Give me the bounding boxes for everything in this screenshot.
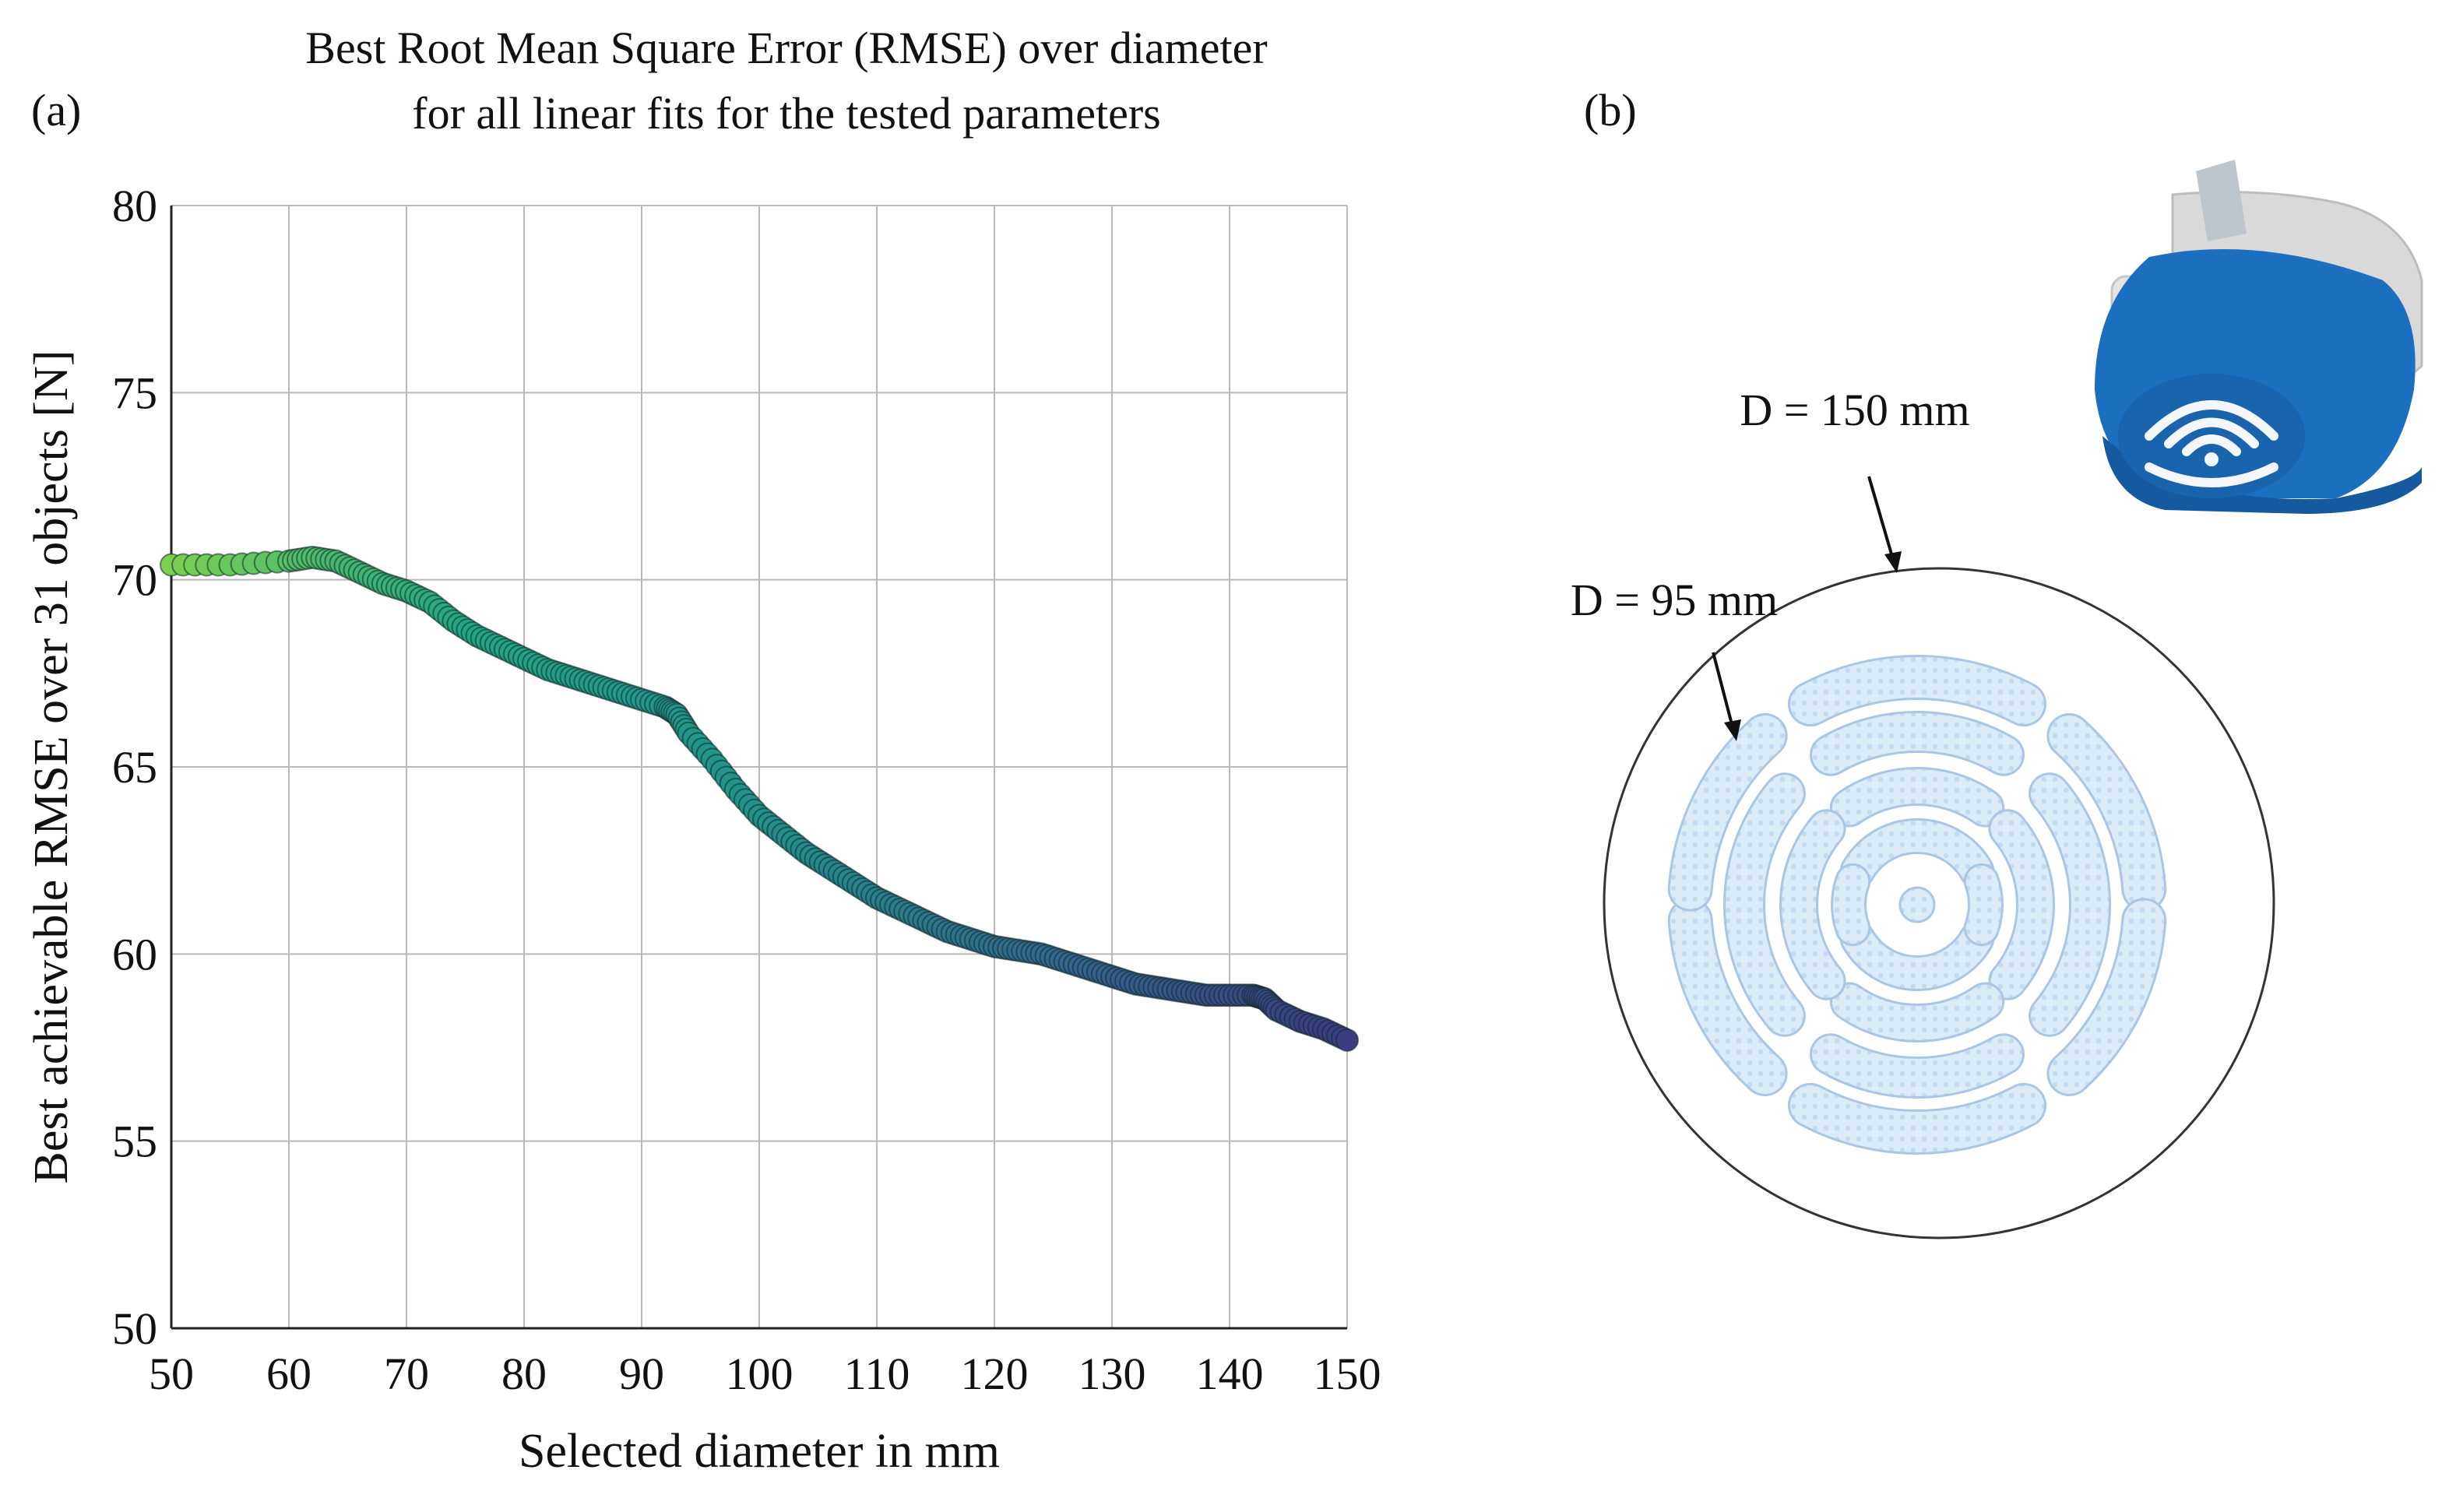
slot — [1832, 769, 2003, 825]
gripper-slot-outer — [2145, 400, 2278, 441]
slot — [2049, 900, 2165, 1094]
slot — [1965, 865, 2001, 944]
slot — [1789, 1085, 2045, 1152]
y-tick-label: 75 — [112, 367, 157, 418]
slot — [1670, 900, 1786, 1094]
slot — [1812, 713, 2022, 774]
x-tick-label: 100 — [726, 1348, 793, 1399]
x-tick-label: 110 — [844, 1348, 910, 1399]
slot — [2049, 716, 2165, 909]
slot — [1726, 775, 1803, 1035]
slot — [2031, 775, 2109, 1035]
slot — [1782, 811, 1844, 998]
x-tick-label: 130 — [1078, 1348, 1146, 1399]
x-tick-label: 80 — [501, 1348, 547, 1399]
y-tick-label: 65 — [112, 742, 157, 793]
rmse-chart: 50 60 70 80 90 100 110 120 130 140 150 50 55 60 65 70 75… — [25, 181, 1381, 1478]
x-tick-label: 120 — [961, 1348, 1029, 1399]
outer-arrow-head — [1884, 551, 1902, 573]
x-tick-label: 140 — [1196, 1348, 1264, 1399]
slot — [1833, 865, 1869, 944]
x-tick-label: 50 — [149, 1348, 194, 1399]
outer-diameter-arrow — [1867, 476, 1895, 563]
chart-title-line-1: Best Root Mean Square Error (RMSE) over … — [305, 23, 1268, 73]
y-tick-label: 50 — [112, 1303, 157, 1354]
gripper-clip — [2196, 160, 2247, 241]
chart-title: Best Root Mean Square Error (RMSE) over … — [305, 16, 1267, 146]
slot — [1842, 821, 1993, 886]
slot — [1990, 811, 2053, 998]
panel-a-label: (a) — [31, 85, 82, 135]
slot — [1842, 923, 1993, 989]
inner-arrow-head — [1724, 719, 1741, 741]
slot — [1789, 657, 2045, 725]
slot — [1812, 1036, 2022, 1096]
y-tick-label: 70 — [112, 555, 157, 606]
inner-diameter-arrow — [1712, 652, 1735, 731]
x-tick-label: 60 — [266, 1348, 311, 1399]
gripper-photo — [2095, 160, 2423, 514]
outer-diameter-label: D = 150 mm — [1740, 385, 1969, 435]
outer-diameter-circle — [1603, 567, 2275, 1239]
slot-center — [1898, 886, 1936, 923]
tick-labels: 50 60 70 80 90 100 110 120 130 140 150 50 55 60 65 70 75… — [112, 181, 1381, 1399]
x-tick-label: 90 — [619, 1348, 664, 1399]
slot — [1670, 716, 1786, 909]
inner-diameter-label: D = 95 mm — [1571, 575, 1778, 625]
gripper-slot-bottom — [2145, 462, 2278, 487]
y-tick-label: 55 — [112, 1116, 157, 1167]
data-point — [1335, 1028, 1359, 1052]
y-tick-label: 60 — [112, 929, 157, 979]
x-axis-label: Selected diameter in mm — [519, 1425, 1000, 1478]
gripper-slot-inner — [2182, 434, 2241, 456]
gripper-slot-middle — [2164, 417, 2259, 448]
axes — [170, 206, 1347, 1330]
gripper-slots — [2145, 400, 2278, 487]
panel-b-label: (b) — [1584, 85, 1637, 135]
y-axis-label: Best achievable RMSE over 31 objects [N] — [25, 350, 78, 1184]
data-points — [160, 545, 1359, 1052]
x-tick-label: 150 — [1314, 1348, 1381, 1399]
x-tick-label: 70 — [384, 1348, 429, 1399]
y-tick-label: 80 — [112, 181, 157, 231]
chart-title-line-2: for all linear fits for the tested param… — [412, 88, 1161, 139]
slot — [1832, 984, 2003, 1040]
gripper-center-hole — [2204, 452, 2219, 466]
suction-slots — [1667, 655, 2167, 1155]
